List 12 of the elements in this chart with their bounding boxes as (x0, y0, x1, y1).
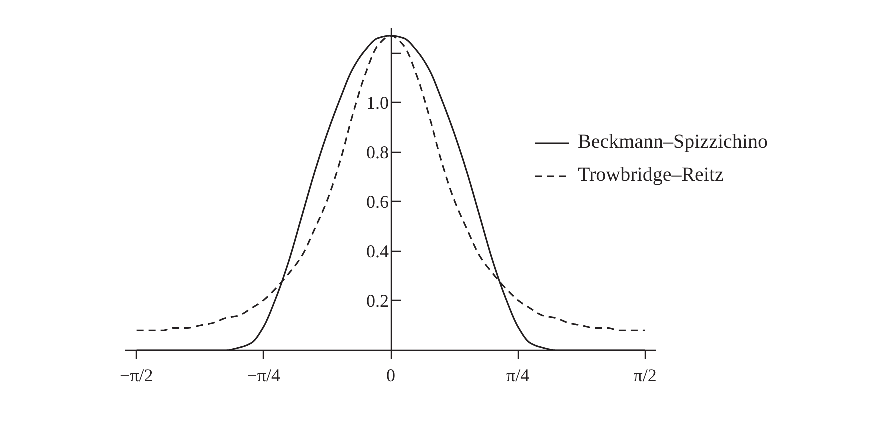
x-tick-label: π/4 (506, 366, 530, 386)
y-tick-label: 0.2 (366, 290, 389, 311)
x-tick-label: −π/4 (247, 366, 281, 386)
y-tick-label: 0.6 (366, 192, 389, 212)
legend-label: Trowbridge–Reitz (578, 164, 724, 187)
y-tick-label: 0.4 (366, 241, 389, 262)
y-tick-label: 0.8 (366, 142, 389, 162)
x-tick-label: π/2 (634, 366, 657, 386)
legend-label: Beckmann–Spizzichino (578, 131, 768, 154)
x-tick-label: −π/2 (120, 366, 154, 386)
y-tick-label: 1.0 (366, 92, 389, 113)
x-tick-label: 0 (386, 366, 396, 386)
